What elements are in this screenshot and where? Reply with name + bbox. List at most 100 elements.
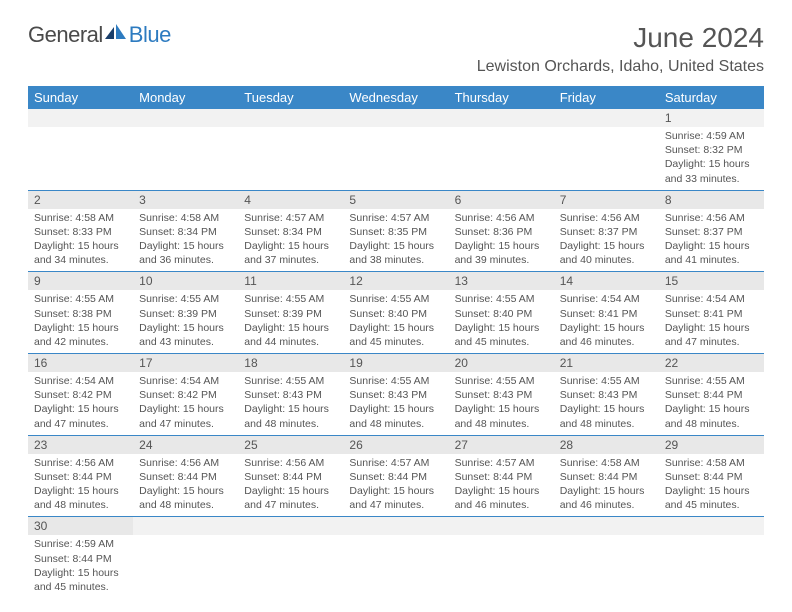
weekday-header-row: SundayMondayTuesdayWednesdayThursdayFrid… <box>28 86 764 109</box>
empty-cell <box>554 517 659 536</box>
sunset-line: Sunset: 8:44 PM <box>665 470 758 484</box>
brand-part2: Blue <box>129 22 171 48</box>
sunset-line: Sunset: 8:44 PM <box>34 470 127 484</box>
sunrise-line: Sunrise: 4:56 AM <box>455 211 548 225</box>
day-number: 17 <box>133 354 238 373</box>
sunrise-line: Sunrise: 4:55 AM <box>455 292 548 306</box>
day-number: 27 <box>449 435 554 454</box>
sunset-line: Sunset: 8:35 PM <box>349 225 442 239</box>
sunset-line: Sunset: 8:42 PM <box>139 388 232 402</box>
day-cell: Sunrise: 4:55 AMSunset: 8:43 PMDaylight:… <box>449 372 554 435</box>
title-block: June 2024 Lewiston Orchards, Idaho, Unit… <box>477 22 764 76</box>
empty-cell <box>238 109 343 127</box>
sunrise-line: Sunrise: 4:57 AM <box>455 456 548 470</box>
day-cell: Sunrise: 4:55 AMSunset: 8:38 PMDaylight:… <box>28 290 133 353</box>
day-number: 28 <box>554 435 659 454</box>
brand-part1: General <box>28 22 103 48</box>
empty-cell <box>554 109 659 127</box>
daylight-line: Daylight: 15 hours and 36 minutes. <box>139 239 232 267</box>
empty-cell <box>238 535 343 598</box>
header: General Blue June 2024 Lewiston Orchards… <box>0 0 792 76</box>
sunrise-line: Sunrise: 4:57 AM <box>244 211 337 225</box>
day-number: 11 <box>238 272 343 291</box>
day-cell: Sunrise: 4:59 AMSunset: 8:32 PMDaylight:… <box>659 127 764 190</box>
daylight-line: Daylight: 15 hours and 45 minutes. <box>349 321 442 349</box>
sunset-line: Sunset: 8:36 PM <box>455 225 548 239</box>
day-number: 15 <box>659 272 764 291</box>
daylight-line: Daylight: 15 hours and 41 minutes. <box>665 239 758 267</box>
empty-cell <box>238 517 343 536</box>
empty-cell <box>659 517 764 536</box>
daylight-line: Daylight: 15 hours and 48 minutes. <box>244 402 337 430</box>
sunset-line: Sunset: 8:44 PM <box>560 470 653 484</box>
day-number: 16 <box>28 354 133 373</box>
sunset-line: Sunset: 8:44 PM <box>665 388 758 402</box>
day-cell: Sunrise: 4:58 AMSunset: 8:44 PMDaylight:… <box>554 454 659 517</box>
sunrise-line: Sunrise: 4:59 AM <box>34 537 127 551</box>
weekday-header: Wednesday <box>343 86 448 109</box>
day-cell: Sunrise: 4:55 AMSunset: 8:43 PMDaylight:… <box>238 372 343 435</box>
day-number: 7 <box>554 190 659 209</box>
daylight-line: Daylight: 15 hours and 46 minutes. <box>560 321 653 349</box>
day-number: 30 <box>28 517 133 536</box>
day-cell: Sunrise: 4:55 AMSunset: 8:43 PMDaylight:… <box>554 372 659 435</box>
sunrise-line: Sunrise: 4:56 AM <box>34 456 127 470</box>
daylight-line: Daylight: 15 hours and 38 minutes. <box>349 239 442 267</box>
day-number: 9 <box>28 272 133 291</box>
sunrise-line: Sunrise: 4:54 AM <box>139 374 232 388</box>
day-cell: Sunrise: 4:56 AMSunset: 8:37 PMDaylight:… <box>554 209 659 272</box>
sunset-line: Sunset: 8:43 PM <box>349 388 442 402</box>
empty-cell <box>449 127 554 190</box>
day-cell: Sunrise: 4:56 AMSunset: 8:36 PMDaylight:… <box>449 209 554 272</box>
day-cell: Sunrise: 4:58 AMSunset: 8:33 PMDaylight:… <box>28 209 133 272</box>
day-cell: Sunrise: 4:55 AMSunset: 8:39 PMDaylight:… <box>238 290 343 353</box>
daylight-line: Daylight: 15 hours and 47 minutes. <box>139 402 232 430</box>
daylight-line: Daylight: 15 hours and 44 minutes. <box>244 321 337 349</box>
sunrise-line: Sunrise: 4:55 AM <box>560 374 653 388</box>
daylight-line: Daylight: 15 hours and 37 minutes. <box>244 239 337 267</box>
day-cell: Sunrise: 4:57 AMSunset: 8:44 PMDaylight:… <box>449 454 554 517</box>
daylight-line: Daylight: 15 hours and 47 minutes. <box>349 484 442 512</box>
day-cell: Sunrise: 4:54 AMSunset: 8:41 PMDaylight:… <box>659 290 764 353</box>
daylight-line: Daylight: 15 hours and 48 minutes. <box>455 402 548 430</box>
day-cell: Sunrise: 4:59 AMSunset: 8:44 PMDaylight:… <box>28 535 133 598</box>
empty-cell <box>343 535 448 598</box>
sunset-line: Sunset: 8:43 PM <box>244 388 337 402</box>
day-cell: Sunrise: 4:58 AMSunset: 8:34 PMDaylight:… <box>133 209 238 272</box>
daylight-line: Daylight: 15 hours and 42 minutes. <box>34 321 127 349</box>
day-number: 23 <box>28 435 133 454</box>
sunset-line: Sunset: 8:34 PM <box>244 225 337 239</box>
sunrise-line: Sunrise: 4:59 AM <box>665 129 758 143</box>
day-cell: Sunrise: 4:56 AMSunset: 8:37 PMDaylight:… <box>659 209 764 272</box>
day-number: 18 <box>238 354 343 373</box>
brand-logo: General Blue <box>28 22 171 48</box>
day-cell: Sunrise: 4:56 AMSunset: 8:44 PMDaylight:… <box>238 454 343 517</box>
day-cell: Sunrise: 4:55 AMSunset: 8:40 PMDaylight:… <box>343 290 448 353</box>
empty-cell <box>449 517 554 536</box>
empty-cell <box>133 109 238 127</box>
sunrise-line: Sunrise: 4:56 AM <box>665 211 758 225</box>
sunrise-line: Sunrise: 4:57 AM <box>349 211 442 225</box>
empty-cell <box>28 127 133 190</box>
sunset-line: Sunset: 8:39 PM <box>139 307 232 321</box>
daylight-line: Daylight: 15 hours and 45 minutes. <box>665 484 758 512</box>
day-number: 1 <box>659 109 764 127</box>
day-number: 10 <box>133 272 238 291</box>
weekday-header: Monday <box>133 86 238 109</box>
day-number: 4 <box>238 190 343 209</box>
daylight-line: Daylight: 15 hours and 39 minutes. <box>455 239 548 267</box>
calendar-table: SundayMondayTuesdayWednesdayThursdayFrid… <box>28 86 764 598</box>
sunset-line: Sunset: 8:33 PM <box>34 225 127 239</box>
day-cell: Sunrise: 4:55 AMSunset: 8:40 PMDaylight:… <box>449 290 554 353</box>
weekday-header: Friday <box>554 86 659 109</box>
day-number: 26 <box>343 435 448 454</box>
sunrise-line: Sunrise: 4:58 AM <box>34 211 127 225</box>
weekday-header: Tuesday <box>238 86 343 109</box>
sunset-line: Sunset: 8:38 PM <box>34 307 127 321</box>
sunset-line: Sunset: 8:40 PM <box>455 307 548 321</box>
daylight-line: Daylight: 15 hours and 48 minutes. <box>560 402 653 430</box>
day-cell: Sunrise: 4:55 AMSunset: 8:39 PMDaylight:… <box>133 290 238 353</box>
empty-cell <box>343 109 448 127</box>
daylight-line: Daylight: 15 hours and 48 minutes. <box>665 402 758 430</box>
daylight-line: Daylight: 15 hours and 43 minutes. <box>139 321 232 349</box>
